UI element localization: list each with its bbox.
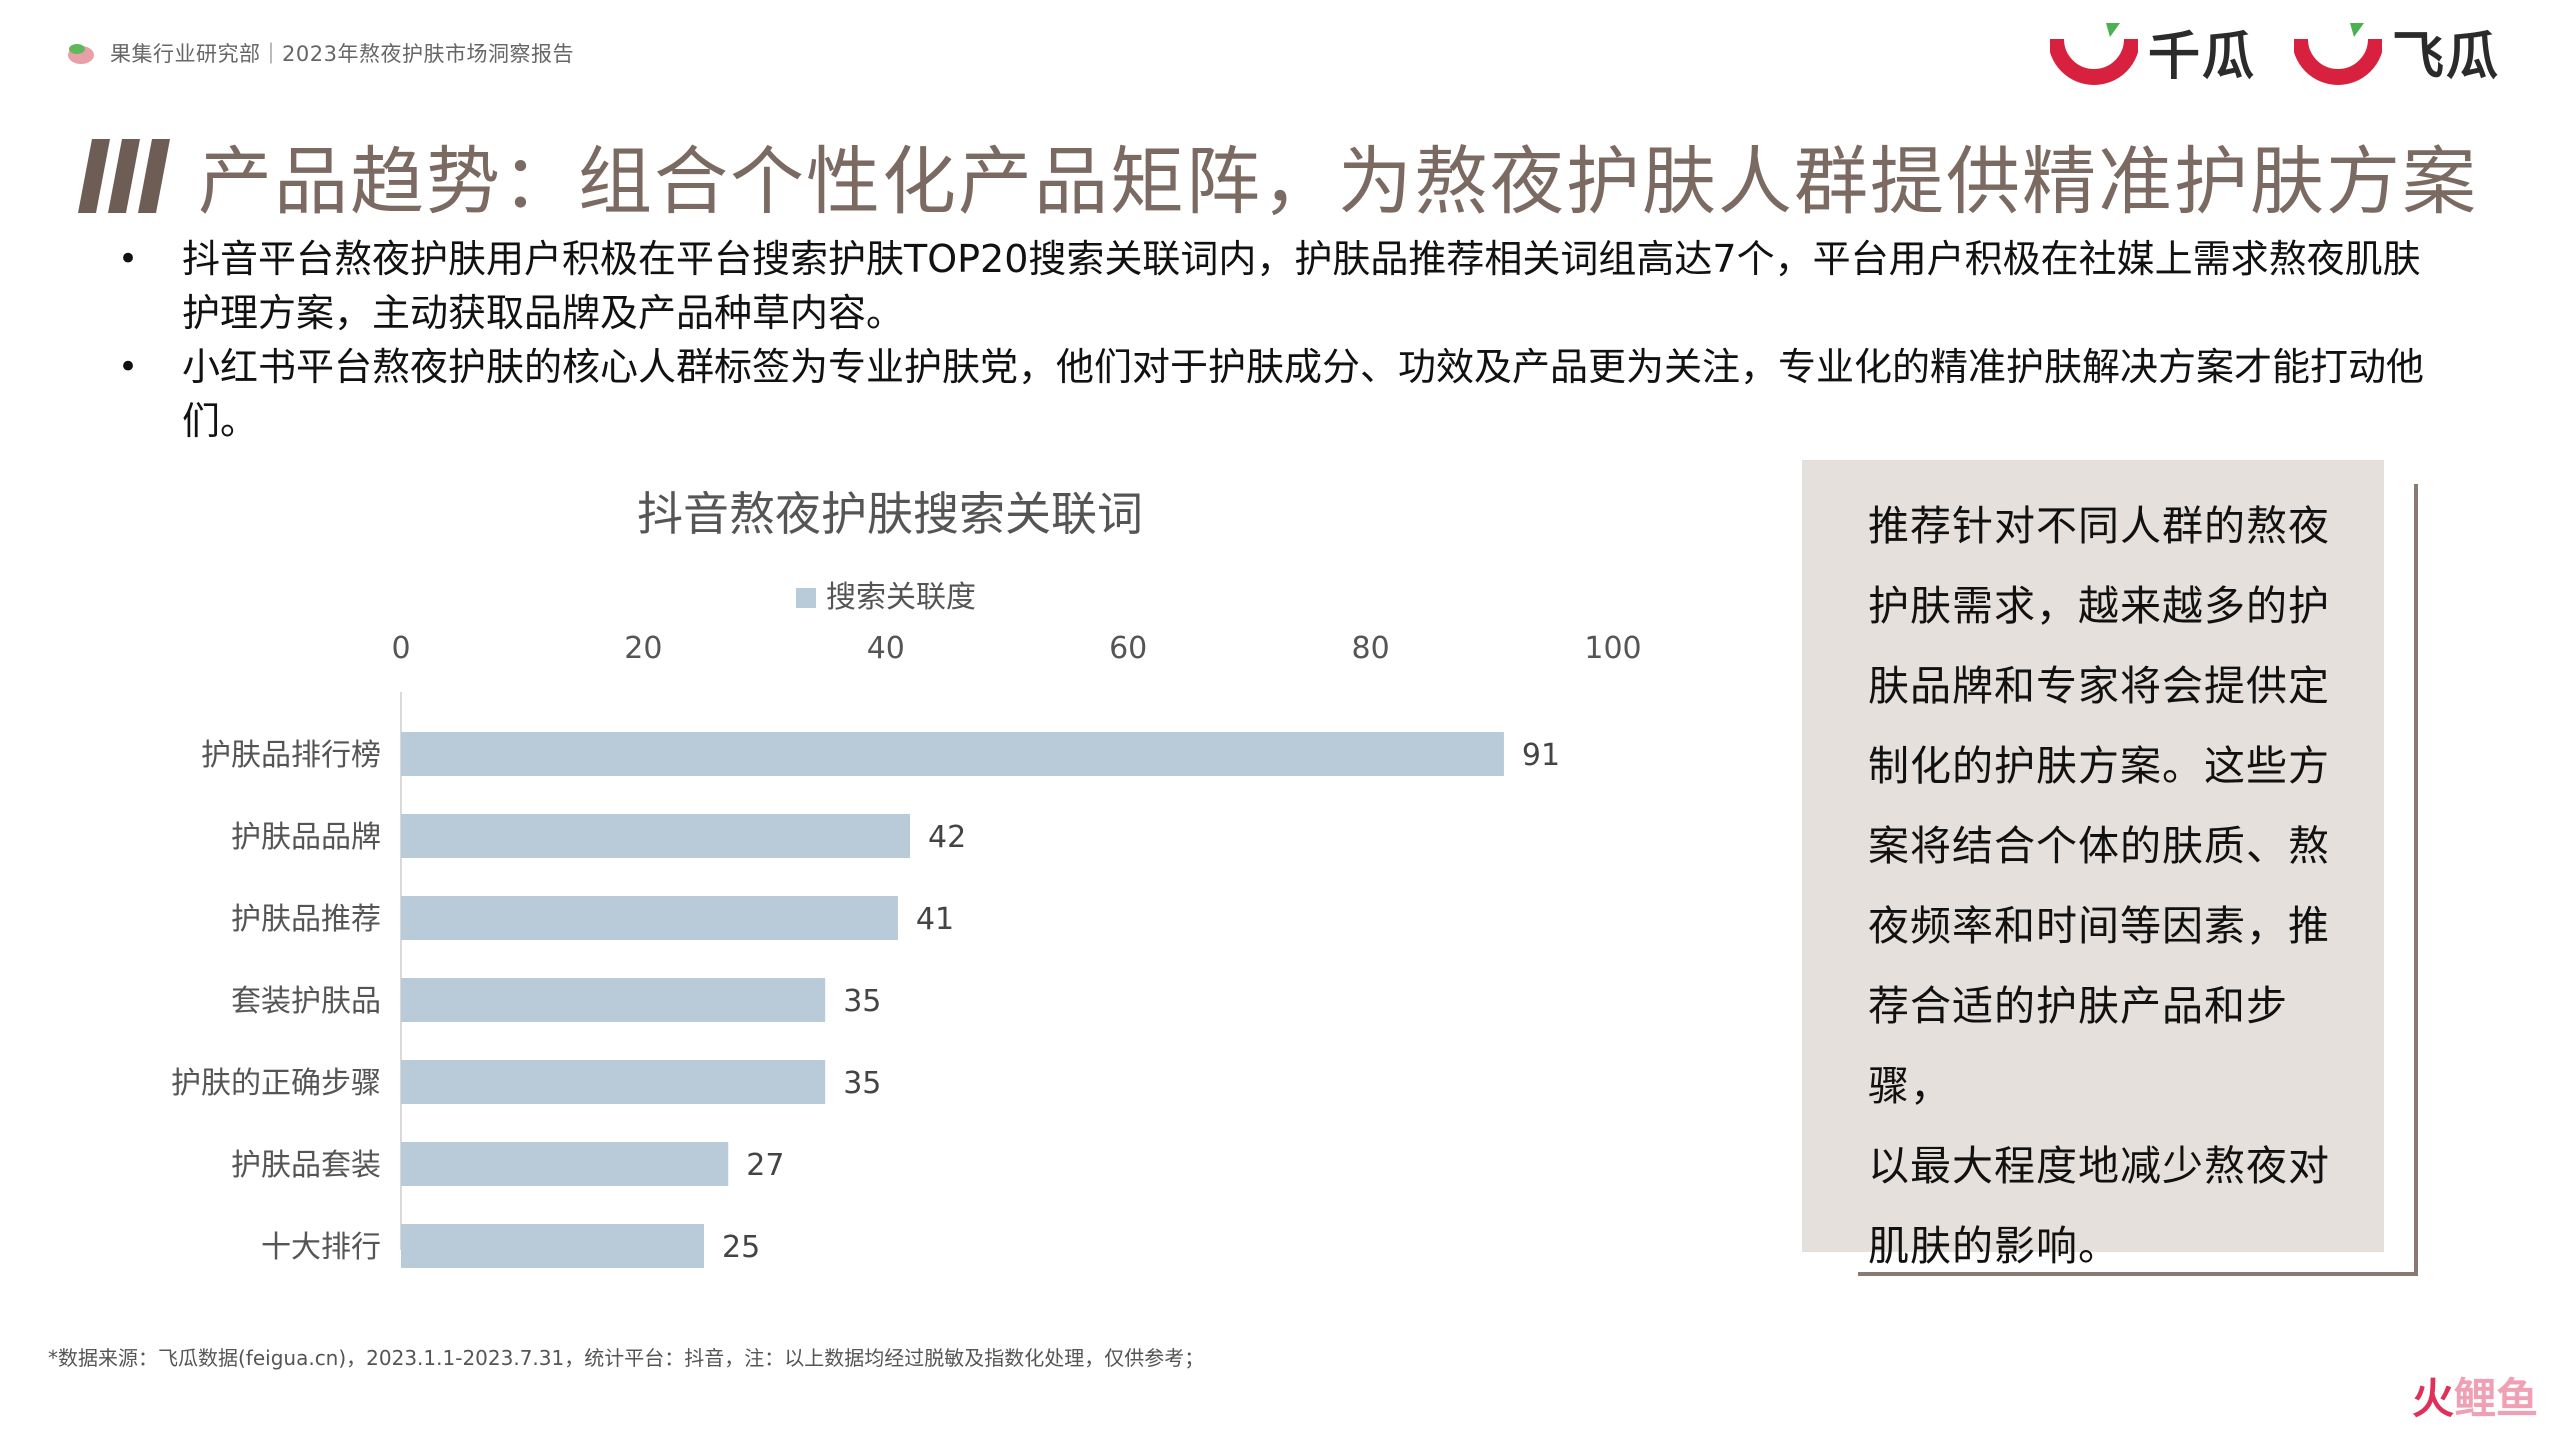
feigua-logo: 飞瓜 xyxy=(2293,14,2500,89)
bullet-text: 抖音平台熬夜护肤用户积极在平台搜索护肤TOP20搜索关联词内，护肤品推荐相关词组… xyxy=(182,237,2421,335)
side-line: 推荐针对不同人群的熬夜 xyxy=(1868,502,2330,550)
bar-chart: 抖音熬夜护肤搜索关联词搜索关联度 0 20 40 60 80 100 护肤品排行榜 91 护肤品品… xyxy=(120,470,1700,1270)
report-subtitle: 果集行业研究部｜2023年熬夜护肤市场洞察报告 xyxy=(110,42,574,66)
side-line: 肤品牌和专家将会提供定 xyxy=(1868,662,2330,710)
data-label: 35 xyxy=(843,1066,881,1101)
x-tick-label: 40 xyxy=(867,631,905,666)
bullet-item: • 小红书平台熬夜护肤的核心人群标签为专业护肤党，他们对于护肤成分、功效及产品更… xyxy=(118,340,2458,448)
data-label: 91 xyxy=(1522,738,1560,773)
chart-title: 抖音熬夜护肤搜索关联词 xyxy=(637,487,1143,541)
qiangua-name: 千瓜 xyxy=(2147,27,2256,87)
slide-title: 产品趋势：组合个性化产品矩阵，为熬夜护肤人群提供精准护肤方案 xyxy=(198,139,2478,225)
legend-label: 搜索关联度 xyxy=(826,580,976,615)
data-label: 42 xyxy=(928,820,966,855)
feigua-mark-icon xyxy=(2293,22,2382,85)
bullet-dot: • xyxy=(118,239,139,279)
bar xyxy=(401,814,911,858)
category-label: 护肤品排行榜 xyxy=(201,738,381,773)
category-label: 护肤品品牌 xyxy=(231,820,381,855)
bullet-text: 小红书平台熬夜护肤的核心人群标签为专业护肤党，他们对于护肤成分、功效及产品更为关… xyxy=(182,345,2425,443)
side-line: 以最大程度地减少熬夜对 xyxy=(1868,1142,2330,1190)
bar xyxy=(401,896,898,940)
side-line: 制化的护肤方案。这些方 xyxy=(1868,742,2330,790)
corner-brand-left: 火 xyxy=(2411,1374,2454,1423)
qiangua-mark-icon xyxy=(2049,22,2138,85)
legend-swatch xyxy=(796,588,816,608)
bar xyxy=(401,732,1504,776)
x-tick-label: 0 xyxy=(391,631,410,666)
side-line: 荐合适的护肤产品和步骤， xyxy=(1868,982,2288,1110)
dept-logo-icon xyxy=(68,44,94,64)
source-note: *数据来源：飞瓜数据(feigua.cn)，2023.1.1-2023.7.31… xyxy=(48,1346,1205,1370)
category-label: 套装护肤品 xyxy=(231,984,381,1019)
bar xyxy=(401,1142,729,1186)
bar xyxy=(401,1060,826,1104)
feigua-name: 飞瓜 xyxy=(2391,27,2500,87)
data-label: 25 xyxy=(722,1230,760,1265)
side-line: 夜频率和时间等因素，推 xyxy=(1868,902,2330,950)
qiangua-logo: 千瓜 xyxy=(2049,14,2256,89)
side-line: 护肤需求，越来越多的护 xyxy=(1868,582,2330,630)
corner-brand-logo: 火鲤鱼 xyxy=(2412,1365,2538,1426)
x-tick-label: 100 xyxy=(1584,631,1641,666)
category-label: 十大排行 xyxy=(261,1230,381,1265)
report-header: 果集行业研究部｜2023年熬夜护肤市场洞察报告 xyxy=(66,38,574,68)
corner-brand-right: 鲤鱼 xyxy=(2453,1374,2538,1423)
brand-logos: 千瓜 飞瓜 xyxy=(2049,14,2500,89)
data-label: 35 xyxy=(843,984,881,1019)
bullet-dot: • xyxy=(118,347,139,387)
data-label: 41 xyxy=(916,902,954,937)
category-label: 护肤的正确步骤 xyxy=(171,1066,381,1101)
bar xyxy=(401,978,826,1022)
side-panel-frame xyxy=(1858,484,2418,1276)
x-tick-label: 60 xyxy=(1109,631,1147,666)
side-line: 肌肤的影响。 xyxy=(1868,1222,2120,1270)
bullet-item: • 抖音平台熬夜护肤用户积极在平台搜索护肤TOP20搜索关联词内，护肤品推荐相关… xyxy=(118,232,2458,340)
side-line: 案将结合个体的肤质、熬 xyxy=(1868,822,2330,870)
slide-title-row: 产品趋势：组合个性化产品矩阵，为熬夜护肤人群提供精准护肤方案 xyxy=(78,122,2478,229)
title-bars-icon xyxy=(78,138,170,213)
side-panel-text: 推荐针对不同人群的熬夜 护肤需求，越来越多的护 肤品牌和专家将会提供定 制化的护… xyxy=(1868,486,2364,1286)
side-panel: 推荐针对不同人群的熬夜 护肤需求，越来越多的护 肤品牌和专家将会提供定 制化的护… xyxy=(1802,460,2384,1270)
bullet-list: • 抖音平台熬夜护肤用户积极在平台搜索护肤TOP20搜索关联词内，护肤品推荐相关… xyxy=(118,232,2458,448)
category-label: 护肤品推荐 xyxy=(231,902,381,937)
x-tick-label: 80 xyxy=(1352,631,1390,666)
x-tick-label: 20 xyxy=(624,631,662,666)
bar xyxy=(401,1224,704,1268)
category-label: 护肤品套装 xyxy=(231,1148,381,1183)
data-label: 27 xyxy=(746,1148,784,1183)
